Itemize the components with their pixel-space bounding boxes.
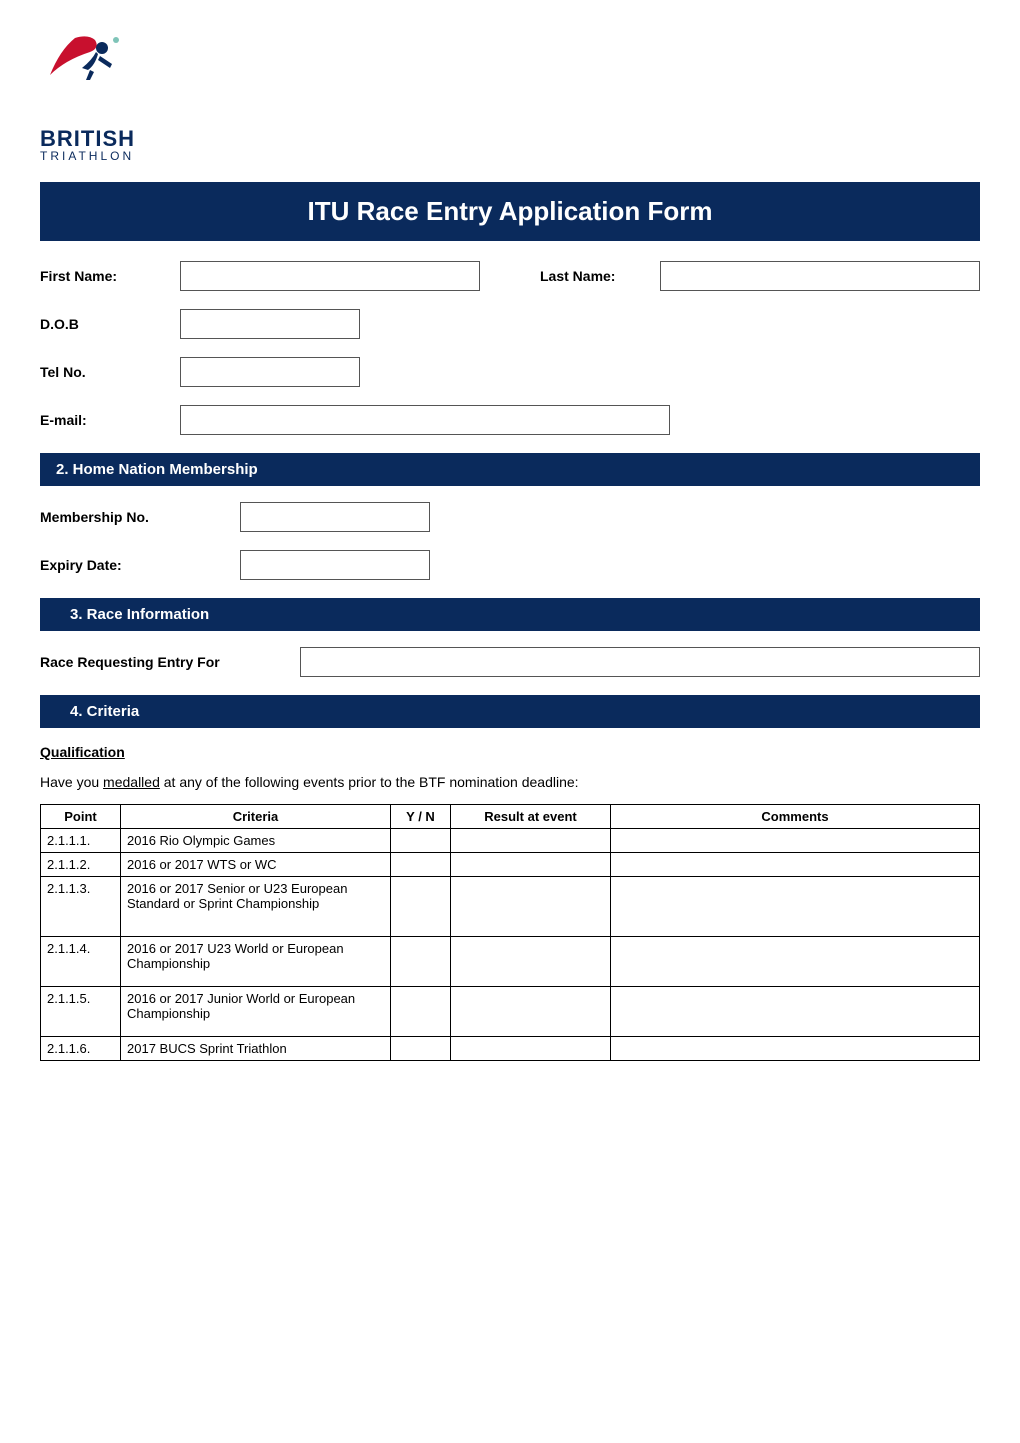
cell-yn[interactable] xyxy=(391,937,451,987)
qualification-intro: Have you medalled at any of the followin… xyxy=(40,774,980,790)
cell-result[interactable] xyxy=(451,937,611,987)
logo-text-bottom: TRIATHLON xyxy=(40,150,980,162)
cell-result[interactable] xyxy=(451,829,611,853)
th-yn: Y / N xyxy=(391,805,451,829)
email-input[interactable] xyxy=(180,405,670,435)
cell-yn[interactable] xyxy=(391,987,451,1037)
cell-criteria: 2016 Rio Olympic Games xyxy=(121,829,391,853)
tel-label: Tel No. xyxy=(40,364,180,380)
dob-input[interactable] xyxy=(180,309,360,339)
logo-svg xyxy=(40,30,150,125)
cell-comments[interactable] xyxy=(611,937,980,987)
row-race: Race Requesting Entry For xyxy=(40,647,980,677)
cell-comments[interactable] xyxy=(611,877,980,937)
form-title: ITU Race Entry Application Form xyxy=(40,182,980,241)
cell-yn[interactable] xyxy=(391,877,451,937)
section-2-header: 2. Home Nation Membership xyxy=(40,453,980,486)
row-dob: D.O.B xyxy=(40,309,980,339)
cell-result[interactable] xyxy=(451,987,611,1037)
cell-yn[interactable] xyxy=(391,829,451,853)
intro-prefix: Have you xyxy=(40,774,103,790)
cell-yn[interactable] xyxy=(391,1037,451,1061)
email-label: E-mail: xyxy=(40,412,180,428)
section-4-header: 4. Criteria xyxy=(40,695,980,728)
race-label: Race Requesting Entry For xyxy=(40,654,300,670)
table-row: 2.1.1.6.2017 BUCS Sprint Triathlon xyxy=(41,1037,980,1061)
intro-underlined: medalled xyxy=(103,774,160,790)
qualification-heading-text: Qualification xyxy=(40,744,125,760)
th-point: Point xyxy=(41,805,121,829)
cell-result[interactable] xyxy=(451,853,611,877)
cell-comments[interactable] xyxy=(611,853,980,877)
expiry-input[interactable] xyxy=(240,550,430,580)
dob-label: D.O.B xyxy=(40,316,180,332)
cell-result[interactable] xyxy=(451,877,611,937)
race-input[interactable] xyxy=(300,647,980,677)
expiry-label: Expiry Date: xyxy=(40,557,240,573)
row-tel: Tel No. xyxy=(40,357,980,387)
criteria-table: Point Criteria Y / N Result at event Com… xyxy=(40,804,980,1061)
first-name-label: First Name: xyxy=(40,268,180,284)
logo: BRITISH TRIATHLON xyxy=(40,30,980,162)
qualification-heading: Qualification xyxy=(40,744,980,760)
cell-result[interactable] xyxy=(451,1037,611,1061)
last-name-input[interactable] xyxy=(660,261,980,291)
cell-criteria: 2016 or 2017 WTS or WC xyxy=(121,853,391,877)
cell-comments[interactable] xyxy=(611,987,980,1037)
table-row: 2.1.1.1.2016 Rio Olympic Games xyxy=(41,829,980,853)
first-name-input[interactable] xyxy=(180,261,480,291)
th-result: Result at event xyxy=(451,805,611,829)
cell-point: 2.1.1.2. xyxy=(41,853,121,877)
last-name-label: Last Name: xyxy=(540,268,660,284)
th-criteria: Criteria xyxy=(121,805,391,829)
logo-text-top: BRITISH xyxy=(40,128,980,150)
cell-comments[interactable] xyxy=(611,1037,980,1061)
table-row: 2.1.1.3.2016 or 2017 Senior or U23 Europ… xyxy=(41,877,980,937)
cell-criteria: 2016 or 2017 Junior World or European Ch… xyxy=(121,987,391,1037)
cell-criteria: 2016 or 2017 Senior or U23 European Stan… xyxy=(121,877,391,937)
cell-point: 2.1.1.4. xyxy=(41,937,121,987)
intro-suffix: at any of the following events prior to … xyxy=(160,774,579,790)
row-email: E-mail: xyxy=(40,405,980,435)
cell-point: 2.1.1.3. xyxy=(41,877,121,937)
membership-input[interactable] xyxy=(240,502,430,532)
cell-point: 2.1.1.1. xyxy=(41,829,121,853)
cell-yn[interactable] xyxy=(391,853,451,877)
row-first-last-name: First Name: Last Name: xyxy=(40,261,980,291)
cell-criteria: 2017 BUCS Sprint Triathlon xyxy=(121,1037,391,1061)
table-row: 2.1.1.2.2016 or 2017 WTS or WC xyxy=(41,853,980,877)
section-3-header: 3. Race Information xyxy=(40,598,980,631)
cell-point: 2.1.1.6. xyxy=(41,1037,121,1061)
criteria-header-row: Point Criteria Y / N Result at event Com… xyxy=(41,805,980,829)
cell-criteria: 2016 or 2017 U23 World or European Champ… xyxy=(121,937,391,987)
table-row: 2.1.1.4.2016 or 2017 U23 World or Europe… xyxy=(41,937,980,987)
row-expiry: Expiry Date: xyxy=(40,550,980,580)
table-row: 2.1.1.5.2016 or 2017 Junior World or Eur… xyxy=(41,987,980,1037)
th-comments: Comments xyxy=(611,805,980,829)
tel-input[interactable] xyxy=(180,357,360,387)
cell-comments[interactable] xyxy=(611,829,980,853)
cell-point: 2.1.1.5. xyxy=(41,987,121,1037)
membership-label: Membership No. xyxy=(40,509,240,525)
row-membership: Membership No. xyxy=(40,502,980,532)
